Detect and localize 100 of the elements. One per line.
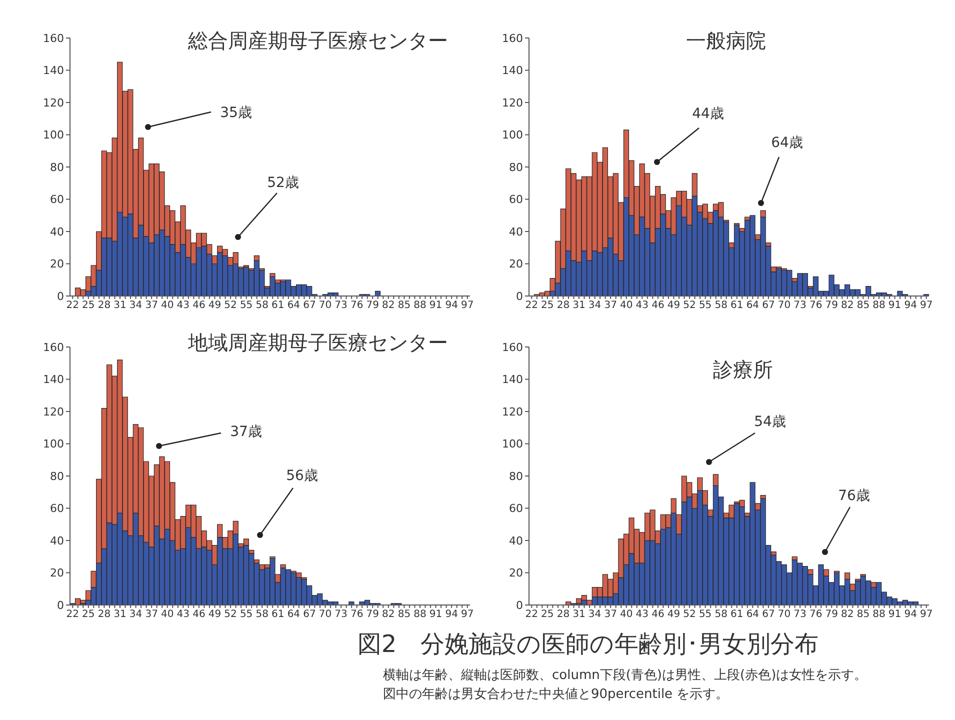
x-tick-label: 97 <box>461 300 474 312</box>
x-tick-label: 46 <box>192 300 206 312</box>
x-tick-label: 22 <box>525 300 538 312</box>
x-tick-label: 82 <box>841 300 854 312</box>
x-tick-label: 43 <box>176 300 190 312</box>
x-tick-label: 61 <box>272 300 284 312</box>
x-tick-label: 79 <box>825 609 838 620</box>
y-tick-label: 20 <box>509 566 523 580</box>
x-tick-label: 25 <box>82 609 95 620</box>
x-tick-label: 79 <box>366 300 379 312</box>
x-tick-label: 73 <box>794 300 806 312</box>
y-tick-label: 100 <box>43 128 64 142</box>
x-tick-label: 94 <box>904 609 917 620</box>
y-tick-label: 140 <box>502 373 523 386</box>
x-tick-label: 34 <box>588 609 602 620</box>
y-tick-label: 0 <box>516 598 523 612</box>
x-tick-label: 52 <box>683 609 696 620</box>
y-tick-label: 0 <box>516 290 523 303</box>
x-tick-label: 91 <box>429 300 442 312</box>
x-tick-label: 85 <box>856 609 870 620</box>
x-tick-label: 76 <box>809 300 822 312</box>
y-tick-label: 80 <box>50 160 64 174</box>
x-tick-label: 67 <box>303 300 316 312</box>
x-tick-label: 88 <box>872 300 886 312</box>
bar <box>348 601 354 605</box>
y-tick-label: 160 <box>502 340 523 354</box>
annotation: 54歳 <box>754 413 786 431</box>
x-tick-label: 97 <box>920 609 933 620</box>
y-tick-label: 0 <box>57 598 64 612</box>
y-tick-label: 60 <box>50 502 64 516</box>
y-tick-label: 40 <box>509 225 523 238</box>
x-tick-label: 55 <box>240 609 253 620</box>
y-tick-label: 100 <box>43 438 64 451</box>
x-tick-label: 73 <box>334 300 348 312</box>
x-tick-label: 28 <box>98 300 111 312</box>
annotation: 37歳 <box>230 423 262 441</box>
chart-title: 地域周産期母子医療センター <box>188 330 448 356</box>
x-tick-label: 40 <box>161 609 174 620</box>
y-tick-label: 100 <box>502 128 523 142</box>
annotation: 52歳 <box>267 174 299 192</box>
y-tick-label: 80 <box>509 160 523 174</box>
x-tick-label: 61 <box>730 609 744 620</box>
x-tick-label: 25 <box>541 609 554 620</box>
x-tick-label: 97 <box>461 609 474 620</box>
x-tick-label: 28 <box>98 609 111 620</box>
x-tick-label: 37 <box>604 609 617 620</box>
x-tick-label: 85 <box>856 300 870 312</box>
x-tick-label: 94 <box>904 300 917 312</box>
x-tick-label: 49 <box>208 300 222 312</box>
x-tick-label: 49 <box>667 300 680 312</box>
x-tick-label: 58 <box>256 300 268 312</box>
annotation: 44歳 <box>692 105 724 123</box>
y-tick-label: 120 <box>43 96 64 110</box>
text: 診療所 <box>713 356 773 384</box>
y-tick-label: 0 <box>57 290 64 303</box>
x-tick-label: 67 <box>762 300 775 312</box>
x-tick-label: 46 <box>652 300 664 312</box>
x-tick-label: 70 <box>318 300 332 312</box>
x-tick-label: 76 <box>809 609 822 620</box>
x-tick-label: 64 <box>287 609 300 620</box>
x-tick-label: 28 <box>556 609 570 620</box>
x-tick-label: 55 <box>240 300 253 312</box>
y-tick-label: 40 <box>50 225 64 238</box>
y-tick-label: 80 <box>50 470 64 483</box>
y-tick-label: 40 <box>509 534 523 548</box>
x-tick-label: 28 <box>556 300 570 312</box>
x-tick-label: 22 <box>66 609 79 620</box>
x-tick-label: 34 <box>129 300 142 312</box>
x-tick-label: 85 <box>398 609 411 620</box>
x-tick-label: 58 <box>256 609 268 620</box>
x-tick-label: 52 <box>224 300 237 312</box>
x-tick-label: 82 <box>841 609 854 620</box>
x-tick-label: 55 <box>698 609 712 620</box>
x-tick-label: 31 <box>114 300 126 312</box>
y-tick-label: 40 <box>50 534 64 548</box>
x-tick-label: 70 <box>778 609 791 620</box>
y-tick-label: 20 <box>50 566 64 580</box>
x-tick-label: 55 <box>698 300 712 312</box>
x-tick-label: 37 <box>145 609 158 620</box>
annotation: 76歳 <box>838 487 870 505</box>
x-tick-label: 61 <box>730 300 744 312</box>
x-tick-label: 40 <box>620 609 633 620</box>
x-tick-label: 91 <box>888 300 902 312</box>
x-tick-label: 43 <box>636 300 649 312</box>
x-tick-label: 64 <box>746 300 760 312</box>
x-tick-label: 82 <box>382 300 395 312</box>
y-tick-label: 120 <box>502 96 523 110</box>
x-tick-label: 94 <box>445 300 458 312</box>
x-tick-label: 70 <box>778 300 791 312</box>
x-tick-label: 67 <box>762 609 775 620</box>
x-tick-label: 43 <box>636 609 649 620</box>
y-tick-label: 120 <box>43 405 64 418</box>
x-tick-label: 40 <box>161 300 174 312</box>
y-tick-label: 60 <box>50 193 64 206</box>
y-tick-label: 140 <box>43 373 64 386</box>
y-tick-label: 60 <box>509 502 523 516</box>
x-tick-label: 37 <box>145 300 158 312</box>
x-tick-label: 79 <box>825 300 838 312</box>
text: 横軸は年齢、縦軸は医師数、column下段(青色)は男性、上段(赤色)は女性を示す。 <box>383 667 868 685</box>
y-tick-label: 100 <box>502 438 523 451</box>
